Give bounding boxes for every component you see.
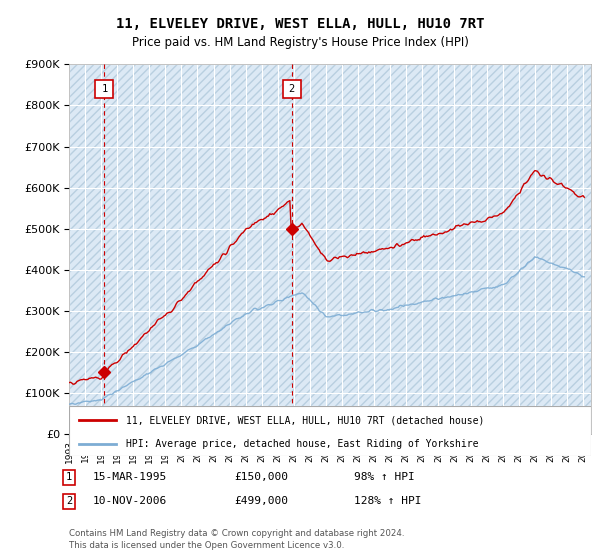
- Text: 15-MAR-1995: 15-MAR-1995: [93, 472, 167, 482]
- Text: 1: 1: [101, 84, 107, 94]
- Text: 10-NOV-2006: 10-NOV-2006: [93, 496, 167, 506]
- FancyBboxPatch shape: [69, 406, 591, 456]
- Text: HPI: Average price, detached house, East Riding of Yorkshire: HPI: Average price, detached house, East…: [127, 439, 479, 449]
- Text: Contains HM Land Registry data © Crown copyright and database right 2024.: Contains HM Land Registry data © Crown c…: [69, 530, 404, 539]
- Text: 2: 2: [66, 496, 72, 506]
- Text: 2: 2: [289, 84, 295, 94]
- Text: This data is licensed under the Open Government Licence v3.0.: This data is licensed under the Open Gov…: [69, 541, 344, 550]
- Text: 11, ELVELEY DRIVE, WEST ELLA, HULL, HU10 7RT: 11, ELVELEY DRIVE, WEST ELLA, HULL, HU10…: [116, 17, 484, 31]
- Text: 1: 1: [66, 472, 72, 482]
- Text: 11, ELVELEY DRIVE, WEST ELLA, HULL, HU10 7RT (detached house): 11, ELVELEY DRIVE, WEST ELLA, HULL, HU10…: [127, 415, 485, 425]
- Text: £150,000: £150,000: [234, 472, 288, 482]
- Text: 98% ↑ HPI: 98% ↑ HPI: [354, 472, 415, 482]
- Text: £499,000: £499,000: [234, 496, 288, 506]
- Text: Price paid vs. HM Land Registry's House Price Index (HPI): Price paid vs. HM Land Registry's House …: [131, 36, 469, 49]
- Text: 128% ↑ HPI: 128% ↑ HPI: [354, 496, 421, 506]
